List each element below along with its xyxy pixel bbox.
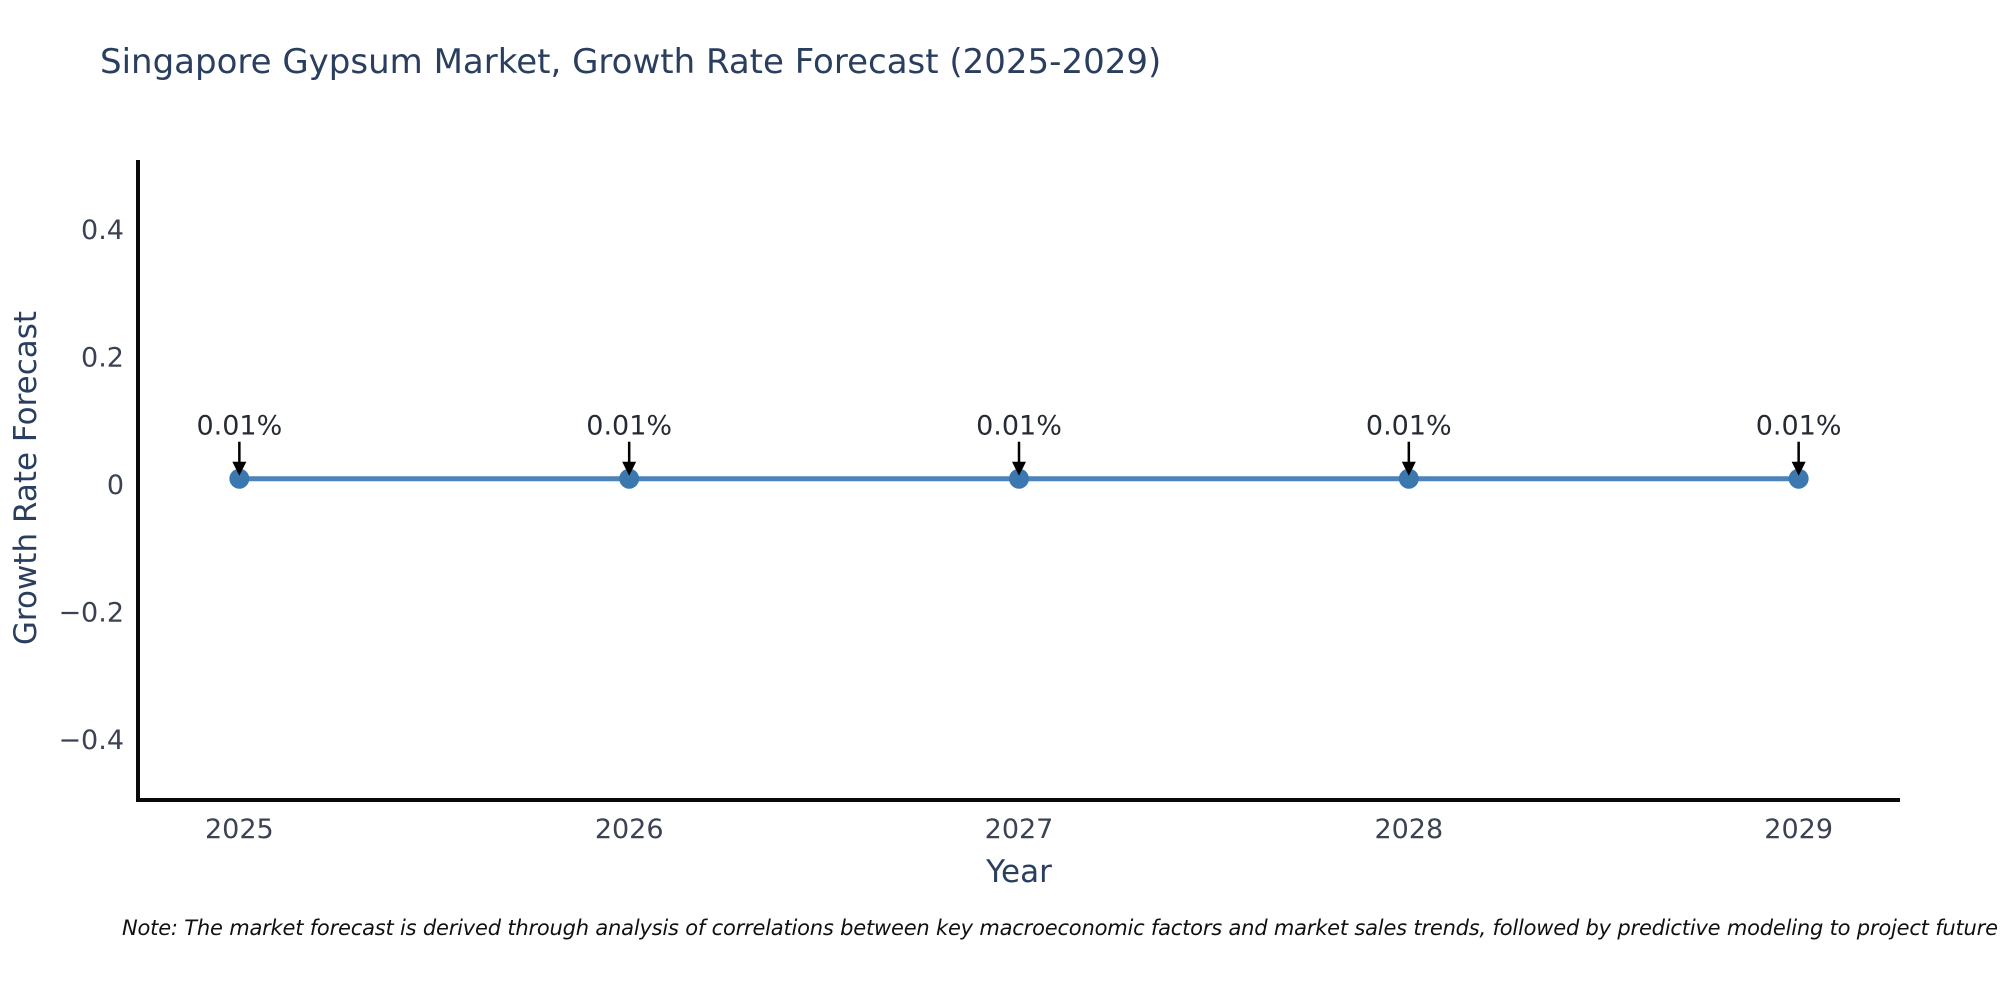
axis-spines: [136, 160, 1900, 802]
x-tick-label: 2028: [1374, 814, 1443, 845]
y-tick-label: 0: [107, 470, 124, 501]
x-tick-label: 2025: [205, 814, 274, 845]
annotation-label: 0.01%: [196, 411, 282, 442]
data-point: [229, 468, 250, 489]
x-tick-label: 2027: [985, 814, 1054, 845]
y-tick-label: −0.2: [58, 598, 124, 629]
data-point: [1009, 468, 1029, 489]
annotation-arrowhead: [1012, 461, 1026, 476]
annotation-label: 0.01%: [1756, 411, 1842, 442]
annotation-label: 0.01%: [586, 411, 672, 442]
chart-title: Singapore Gypsum Market, Growth Rate For…: [100, 42, 1162, 82]
y-tick-label: 0.4: [81, 215, 124, 246]
data-point: [619, 468, 640, 489]
y-tick-label: 0.2: [81, 343, 124, 374]
footnote: Note: The market forecast is derived thr…: [122, 916, 2000, 940]
annotation-arrowhead: [1791, 461, 1806, 476]
x-tick-label: 2029: [1764, 814, 1833, 845]
data-point: [1788, 468, 1809, 489]
annotation-arrowhead: [622, 461, 637, 476]
annotation-label: 0.01%: [976, 411, 1062, 442]
data-point: [1398, 468, 1419, 489]
x-tick-label: 2026: [595, 814, 664, 845]
annotation-arrowhead: [1401, 461, 1416, 476]
x-axis-title: Year: [986, 854, 1052, 890]
y-tick-label: −0.4: [58, 725, 124, 756]
annotation-label: 0.01%: [1366, 411, 1452, 442]
annotation-arrowhead: [232, 461, 247, 476]
